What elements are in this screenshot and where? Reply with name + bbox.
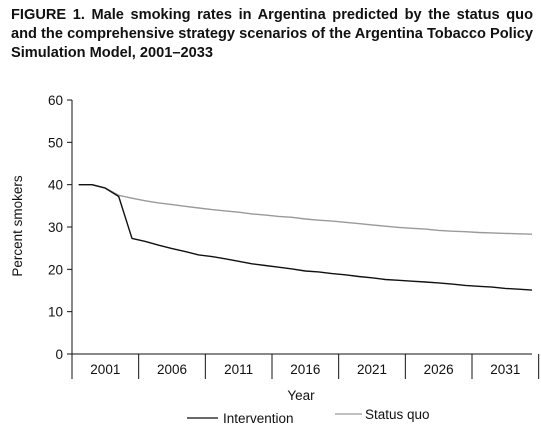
x-tick-label: 2011 xyxy=(224,362,253,377)
x-tick-label: 2031 xyxy=(490,362,520,377)
legend-label-status-quo: Status quo xyxy=(365,407,430,422)
x-axis: 2001 2006 2011 2016 2021 2026 2031 xyxy=(71,353,540,379)
series-line-intervention xyxy=(78,183,533,291)
y-tick-label: 30 xyxy=(48,220,63,235)
legend: Intervention Status quo xyxy=(187,407,430,426)
y-tick-label: 0 xyxy=(55,347,63,362)
series-lines xyxy=(78,183,533,291)
x-tick-label: 2026 xyxy=(424,362,454,377)
x-axis-label: Year xyxy=(287,388,315,403)
legend-label-intervention: Intervention xyxy=(223,411,294,426)
chart-title: FIGURE 1. Male smoking rates in Argentin… xyxy=(11,7,533,61)
y-tick-label: 10 xyxy=(48,305,63,320)
x-tick-label: 2021 xyxy=(357,362,387,377)
x-tick-label: 2006 xyxy=(157,362,187,377)
y-tick-label: 60 xyxy=(48,93,63,108)
series-line-status-quo xyxy=(78,183,533,235)
y-tick-label: 40 xyxy=(48,178,63,193)
y-axis-label: Percent smokers xyxy=(10,175,25,277)
x-tick-label: 2001 xyxy=(90,362,120,377)
x-tick-label: 2016 xyxy=(290,362,320,377)
y-tick-label: 20 xyxy=(48,262,63,277)
y-tick-label: 50 xyxy=(48,135,63,150)
y-axis: 0 10 20 30 40 50 60 xyxy=(48,93,73,362)
